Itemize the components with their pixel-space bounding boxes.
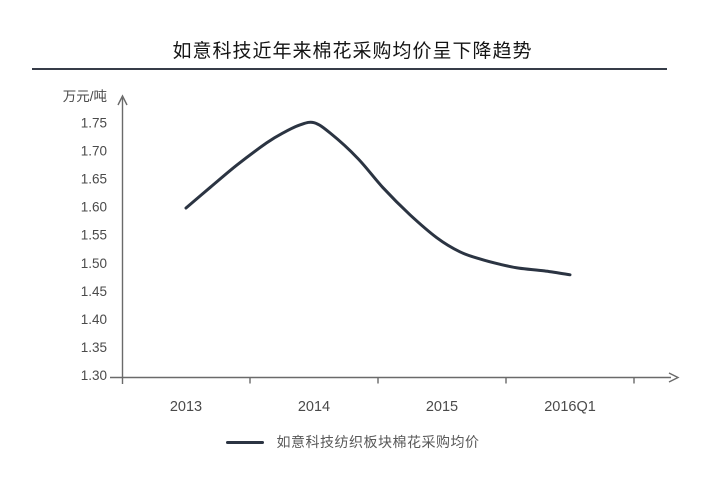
y-tick-label: 1.50 <box>81 256 107 271</box>
x-tick-label: 2013 <box>170 399 202 415</box>
y-tick-label: 1.70 <box>81 143 107 158</box>
x-tick-label: 2014 <box>298 399 330 415</box>
chart-title: 如意科技近年来棉花采购均价呈下降趋势 <box>172 41 533 62</box>
y-tick-label: 1.30 <box>81 368 107 383</box>
legend: 如意科技纺织板块棉花采购均价 <box>0 432 705 452</box>
y-tick-label: 1.55 <box>81 228 107 243</box>
y-axis-unit-label: 万元/吨 <box>62 89 107 104</box>
y-tick-label: 1.75 <box>81 115 107 130</box>
y-tick-label: 1.45 <box>81 284 107 299</box>
y-tick-label: 1.65 <box>81 172 107 187</box>
y-axis-arrowhead <box>117 94 128 106</box>
y-tick-label: 1.40 <box>81 312 107 327</box>
y-tick-label: 1.35 <box>81 340 107 355</box>
legend-label: 如意科技纺织板块棉花采购均价 <box>276 434 480 450</box>
legend-line-swatch <box>225 440 264 444</box>
x-tick-label: 2015 <box>426 399 458 415</box>
price-curve <box>184 120 572 277</box>
x-axis-arrowhead <box>668 372 680 383</box>
y-tick-label: 1.60 <box>81 200 107 215</box>
title-underline <box>32 68 667 70</box>
x-tick-label: 2016Q1 <box>544 399 596 415</box>
